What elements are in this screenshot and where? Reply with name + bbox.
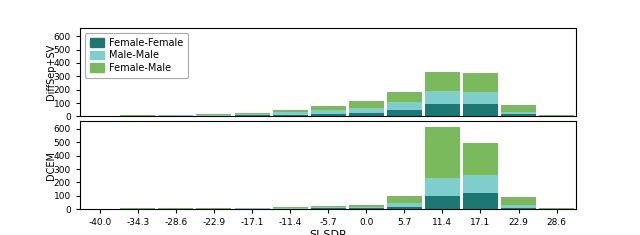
Bar	[387, 207, 422, 209]
Bar	[235, 113, 270, 114]
Bar	[196, 115, 231, 116]
Bar	[425, 178, 460, 196]
Bar	[387, 92, 422, 102]
Bar	[349, 205, 384, 207]
X-axis label: SI-SDR: SI-SDR	[309, 230, 347, 235]
Bar	[273, 208, 308, 209]
Bar	[83, 116, 117, 117]
Bar	[425, 91, 460, 104]
Bar	[349, 208, 384, 209]
Bar	[463, 104, 497, 117]
Bar	[159, 116, 193, 117]
Bar	[387, 102, 422, 110]
Bar	[273, 115, 308, 117]
Bar	[349, 207, 384, 208]
Bar	[501, 197, 536, 205]
Bar	[501, 105, 536, 112]
Bar	[311, 106, 346, 110]
Bar	[425, 72, 460, 91]
Bar	[387, 110, 422, 117]
Bar	[159, 208, 193, 209]
Bar	[501, 114, 536, 117]
Bar	[273, 113, 308, 115]
Bar	[463, 175, 497, 193]
Bar	[425, 104, 460, 117]
Bar	[196, 116, 231, 117]
Legend: Female-Female, Male-Male, Female-Male: Female-Female, Male-Male, Female-Male	[85, 33, 188, 78]
Bar	[311, 114, 346, 117]
Bar	[540, 115, 574, 116]
Bar	[501, 205, 536, 208]
Bar	[235, 114, 270, 115]
Bar	[120, 208, 156, 209]
Bar	[463, 193, 497, 209]
Bar	[540, 116, 574, 117]
Bar	[311, 110, 346, 114]
Bar	[349, 101, 384, 108]
Bar	[463, 92, 497, 104]
Bar	[235, 115, 270, 117]
Bar	[159, 115, 193, 116]
Bar	[387, 203, 422, 207]
Bar	[425, 127, 460, 178]
Bar	[540, 208, 574, 209]
Bar	[349, 108, 384, 113]
Bar	[120, 116, 156, 117]
Bar	[311, 206, 346, 207]
Bar	[196, 208, 231, 209]
Y-axis label: DCEM: DCEM	[46, 150, 56, 180]
Bar	[311, 207, 346, 208]
Bar	[273, 110, 308, 113]
Bar	[273, 207, 308, 208]
Bar	[463, 143, 497, 175]
Bar	[387, 196, 422, 203]
Bar	[425, 196, 460, 209]
Bar	[501, 208, 536, 209]
Bar	[311, 208, 346, 209]
Bar	[196, 114, 231, 115]
Bar	[349, 113, 384, 117]
Bar	[235, 208, 270, 209]
Bar	[120, 115, 156, 116]
Bar	[501, 112, 536, 114]
Bar	[463, 73, 497, 92]
Y-axis label: DiffSep+SV: DiffSep+SV	[46, 44, 56, 100]
